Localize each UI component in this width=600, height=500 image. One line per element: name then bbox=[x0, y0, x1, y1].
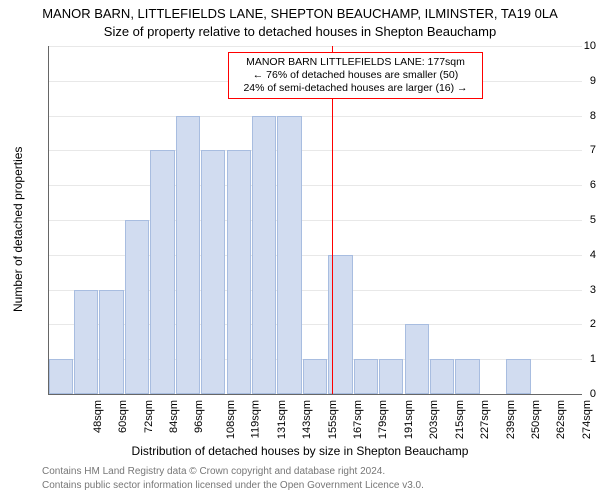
histogram-bar bbox=[99, 290, 123, 394]
y-tick-label: 3 bbox=[548, 284, 596, 296]
y-tick-label: 4 bbox=[548, 249, 596, 261]
annotation-line-3: 24% of semi-detached houses are larger (… bbox=[234, 82, 477, 95]
x-tick-label: 131sqm bbox=[276, 400, 288, 439]
x-tick-label: 250sqm bbox=[530, 400, 542, 439]
histogram-bar bbox=[227, 150, 251, 394]
histogram-bar bbox=[455, 359, 479, 394]
footer-line-1: Contains HM Land Registry data © Crown c… bbox=[42, 466, 385, 477]
histogram-bar bbox=[150, 150, 174, 394]
histogram-bar bbox=[303, 359, 327, 394]
y-tick-label: 0 bbox=[548, 388, 596, 400]
title-main: MANOR BARN, LITTLEFIELDS LANE, SHEPTON B… bbox=[0, 6, 600, 21]
x-tick-label: 239sqm bbox=[505, 400, 517, 439]
grid-line bbox=[48, 150, 582, 151]
x-axis-label: Distribution of detached houses by size … bbox=[0, 444, 600, 458]
x-tick-label: 179sqm bbox=[378, 400, 390, 439]
histogram-bar bbox=[125, 220, 149, 394]
x-tick-label: 60sqm bbox=[117, 400, 129, 433]
x-tick-label: 119sqm bbox=[250, 400, 262, 438]
annotation-box: MANOR BARN LITTLEFIELDS LANE: 177sqm ← 7… bbox=[228, 52, 483, 99]
y-tick-label: 1 bbox=[548, 353, 596, 365]
x-axis-line bbox=[48, 394, 582, 395]
y-tick-label: 7 bbox=[548, 144, 596, 156]
x-tick-label: 167sqm bbox=[352, 400, 364, 439]
x-tick-label: 84sqm bbox=[168, 400, 180, 433]
histogram-bar bbox=[405, 324, 429, 394]
histogram-bar bbox=[201, 150, 225, 394]
x-tick-label: 191sqm bbox=[403, 400, 415, 439]
x-tick-label: 203sqm bbox=[428, 400, 440, 439]
histogram-bar bbox=[74, 290, 98, 394]
y-axis-line bbox=[48, 46, 49, 394]
grid-line bbox=[48, 116, 582, 117]
y-tick-label: 9 bbox=[548, 75, 596, 87]
x-tick-label: 48sqm bbox=[92, 400, 104, 433]
histogram-bar bbox=[49, 359, 73, 394]
x-tick-label: 274sqm bbox=[581, 400, 593, 439]
histogram-bar bbox=[252, 116, 276, 394]
x-tick-label: 155sqm bbox=[327, 400, 339, 439]
y-tick-label: 6 bbox=[548, 179, 596, 191]
annotation-line-2: ← 76% of detached houses are smaller (50… bbox=[234, 69, 477, 82]
footer-line-2: Contains public sector information licen… bbox=[42, 480, 424, 491]
y-tick-label: 2 bbox=[548, 318, 596, 330]
title-sub: Size of property relative to detached ho… bbox=[0, 24, 600, 39]
annotation-line-1: MANOR BARN LITTLEFIELDS LANE: 177sqm bbox=[234, 56, 477, 69]
y-tick-label: 5 bbox=[548, 214, 596, 226]
x-tick-label: 262sqm bbox=[556, 400, 568, 439]
histogram-bar bbox=[354, 359, 378, 394]
histogram-bar bbox=[506, 359, 530, 394]
histogram-bar bbox=[379, 359, 403, 394]
y-axis-label: Number of detached properties bbox=[11, 132, 25, 312]
y-tick-label: 10 bbox=[548, 40, 596, 52]
x-tick-label: 72sqm bbox=[143, 400, 155, 433]
histogram-bar bbox=[277, 116, 301, 394]
y-tick-label: 8 bbox=[548, 110, 596, 122]
x-tick-label: 227sqm bbox=[479, 400, 491, 439]
x-tick-label: 96sqm bbox=[193, 400, 205, 433]
x-tick-label: 215sqm bbox=[454, 400, 466, 439]
x-tick-label: 143sqm bbox=[301, 400, 313, 439]
x-tick-label: 108sqm bbox=[225, 400, 237, 439]
histogram-bar bbox=[430, 359, 454, 394]
grid-line bbox=[48, 185, 582, 186]
grid-line bbox=[48, 46, 582, 47]
histogram-bar bbox=[176, 116, 200, 394]
